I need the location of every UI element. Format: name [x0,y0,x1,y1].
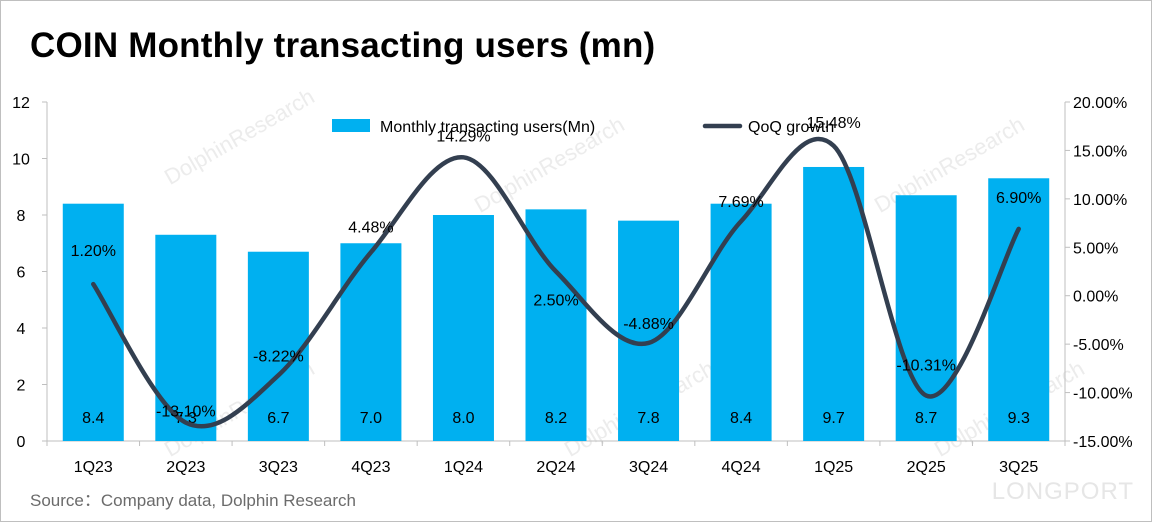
line-value-label: -13.10% [156,404,216,421]
legend-line-label: QoQ growth [748,119,834,136]
bar-3Q25 [988,178,1050,441]
y-left-tick-label: 4 [17,321,26,338]
line-value-label: 14.29% [436,128,490,145]
line-value-label: -4.88% [623,316,674,333]
legend-bar-swatch [332,119,370,132]
bar-value-label: 7.0 [360,410,382,427]
x-tick-label: 4Q23 [351,459,390,476]
x-tick-label: 2Q24 [536,459,575,476]
bar-value-label: 8.4 [82,410,104,427]
y-left-tick-label: 6 [17,265,26,282]
line-value-label: 15.48% [807,115,861,132]
chart-title: COIN Monthly transacting users (mn) [30,26,656,65]
x-tick-label: 2Q23 [166,459,205,476]
source-note: Source：Company data, Dolphin Research [30,491,357,510]
y-left-tick-label: 8 [17,208,26,225]
longport-logo: LONGPORT [991,478,1134,505]
y-right-tick-label: 0.00% [1073,289,1118,306]
bar-value-label: 8.0 [452,410,474,427]
legend-bar-label: Monthly transacting users(Mn) [380,119,595,136]
y-right-tick-label: 5.00% [1073,240,1118,257]
y-left-tick-label: 12 [12,95,30,112]
bar-value-label: 7.8 [637,410,659,427]
line-value-label: 1.20% [71,243,116,260]
y-right-tick-label: -15.00% [1073,434,1133,451]
bar-1Q25 [803,166,865,441]
y-right-tick-label: 10.00% [1073,192,1127,209]
bar-3Q23 [247,251,309,441]
bar-4Q24 [710,203,772,441]
x-tick-label: 1Q23 [74,459,113,476]
y-right-tick-label: 20.00% [1073,95,1127,112]
bar-value-label: 8.2 [545,410,567,427]
bar-value-label: 8.7 [915,410,937,427]
x-tick-label: 3Q23 [259,459,298,476]
bar-1Q24 [432,215,494,441]
bar-value-label: 9.3 [1008,410,1030,427]
y-right-tick-label: -10.00% [1073,386,1133,403]
line-value-label: 6.90% [996,190,1041,207]
x-tick-label: 4Q24 [722,459,761,476]
y-left-tick-label: 2 [17,378,26,395]
x-tick-label: 1Q25 [814,459,853,476]
x-tick-label: 2Q25 [907,459,946,476]
y-left-tick-label: 10 [12,152,30,169]
line-value-label: 2.50% [533,293,578,310]
bar-value-label: 8.4 [730,410,752,427]
bar-value-label: 6.7 [267,410,289,427]
line-value-label: 7.69% [718,194,763,211]
line-value-label: -10.31% [896,358,956,375]
line-value-label: 4.48% [348,219,393,236]
y-left-tick-label: 0 [17,434,26,451]
x-tick-label: 3Q24 [629,459,668,476]
y-right-tick-label: 15.00% [1073,143,1127,160]
x-tick-label: 1Q24 [444,459,483,476]
x-tick-label: 3Q25 [999,459,1038,476]
bar-value-label: 9.7 [823,410,845,427]
qoq-growth-line [91,136,1021,429]
line-value-label: -8.22% [253,348,304,365]
bar-2Q25 [895,195,957,441]
y-right-tick-label: -5.00% [1073,337,1124,354]
